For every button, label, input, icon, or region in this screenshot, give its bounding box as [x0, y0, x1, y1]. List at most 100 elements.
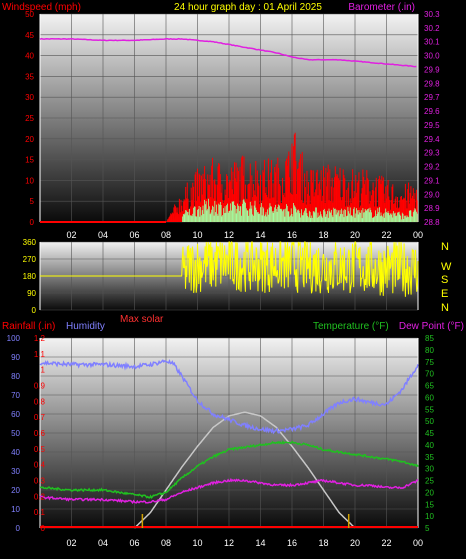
x-tick-label: 16 [287, 230, 297, 240]
humidity-line [39, 358, 419, 435]
baro-tick-label: 29.8 [424, 79, 440, 88]
x-tick-label: 14 [255, 538, 265, 548]
x-tick-label: 12 [224, 230, 234, 240]
direction-tick-label: 180 [23, 272, 37, 281]
humidity-tick-label: 90 [11, 353, 20, 362]
rain-tick-label: 1 [41, 366, 46, 375]
rain-tick-label: 1.1 [34, 350, 46, 359]
x-tick-label: 06 [129, 538, 139, 548]
rain-axis-label: Rainfall (.in) [2, 321, 55, 332]
dewpoint-line [39, 477, 418, 505]
baro-tick-label: 30.3 [424, 10, 440, 19]
temperature-tick-label: 35 [425, 453, 434, 462]
x-tick-label: 20 [350, 230, 360, 240]
x-tick-label: 12 [224, 538, 234, 548]
temperature-tick-label: 40 [425, 441, 434, 450]
temperature-tick-label: 60 [425, 393, 434, 402]
compass-n-bottom: N [441, 302, 449, 314]
rain-tick-label: 0.7 [34, 413, 46, 422]
temperature-tick-label: 70 [425, 370, 434, 379]
temperature-tick-label: 85 [425, 334, 434, 343]
wind-tick-label: 10 [25, 176, 34, 185]
baro-tick-label: 29.5 [424, 121, 440, 130]
baro-tick-label: 29.0 [424, 190, 440, 199]
x-tick-label: 06 [129, 230, 139, 240]
x-tick-label: 04 [98, 230, 108, 240]
baro-tick-label: 28.9 [424, 204, 440, 213]
max-solar-label: Max solar [120, 314, 164, 325]
humidity-tick-label: 80 [11, 372, 20, 381]
baro-tick-label: 30.0 [424, 52, 440, 61]
rain-tick-label: 0.1 [34, 508, 46, 517]
x-tick-label: 10 [192, 230, 202, 240]
humidity-tick-label: 70 [11, 391, 20, 400]
humidity-tick-label: 30 [11, 467, 20, 476]
direction-tick-label: 90 [27, 289, 36, 298]
direction-tick-label: 270 [23, 255, 37, 264]
x-tick-label: 14 [255, 230, 265, 240]
temperature-line [39, 439, 419, 499]
sunrise-sunset-marks [141, 514, 350, 528]
temperature-tick-label: 45 [425, 429, 434, 438]
compass-n-top: N [441, 241, 449, 253]
baro-tick-label: 29.9 [424, 65, 440, 74]
temperature-tick-label: 10 [425, 512, 434, 521]
rain-tick-label: 0.5 [34, 445, 46, 454]
wind-speed-series [40, 198, 418, 223]
axis-labels: 0510152025303540455028.828.929.029.129.2… [7, 10, 440, 548]
x-tick-label: 16 [287, 538, 297, 548]
x-tick-label: 08 [161, 230, 171, 240]
barometer-line [39, 37, 417, 68]
x-tick-label: 02 [66, 538, 76, 548]
rain-tick-label: 1.2 [34, 334, 46, 343]
baro-tick-label: 29.2 [424, 163, 440, 172]
temperature-tick-label: 80 [425, 346, 434, 355]
baro-tick-label: 29.1 [424, 176, 440, 185]
baro-tick-label: 29.6 [424, 107, 440, 116]
rain-tick-label: 0.8 [34, 397, 46, 406]
wind-tick-label: 25 [25, 114, 34, 123]
temperature-tick-label: 25 [425, 477, 434, 486]
wind-tick-label: 5 [30, 197, 35, 206]
x-tick-label: 22 [381, 230, 391, 240]
x-tick-label: 18 [318, 538, 328, 548]
direction-tick-label: 0 [32, 306, 37, 315]
rain-tick-label: 0.2 [34, 492, 46, 501]
baro-tick-label: 29.4 [424, 135, 440, 144]
humidity-tick-label: 0 [16, 524, 21, 533]
temperature-tick-label: 55 [425, 405, 434, 414]
baro-tick-label: 29.7 [424, 93, 440, 102]
wind-tick-label: 20 [25, 135, 34, 144]
bottom-grid [39, 337, 419, 529]
baro-tick-label: 28.8 [424, 218, 440, 227]
x-tick-label: 10 [192, 538, 202, 548]
wind-tick-label: 50 [25, 10, 34, 19]
compass-e: E [441, 288, 448, 300]
temperature-tick-label: 5 [425, 524, 430, 533]
humidity-tick-label: 50 [11, 429, 20, 438]
x-tick-label: 18 [318, 230, 328, 240]
wind-tick-label: 35 [25, 72, 34, 81]
baro-axis-label: Barometer (.in) [348, 2, 415, 13]
top-grid [39, 13, 419, 223]
wind-tick-label: 40 [25, 52, 34, 61]
humidity-tick-label: 40 [11, 448, 20, 457]
baro-tick-label: 30.2 [424, 24, 440, 33]
wind-axis-label: Windspeed (mph) [2, 2, 81, 13]
humidity-tick-label: 20 [11, 486, 20, 495]
baro-tick-label: 30.1 [424, 38, 440, 47]
x-tick-label: 04 [98, 538, 108, 548]
direction-tick-label: 360 [23, 238, 37, 247]
x-tick-label: 22 [381, 538, 391, 548]
wind-tick-label: 45 [25, 31, 34, 40]
compass-w: W [441, 261, 452, 273]
temperature-tick-label: 50 [425, 417, 434, 426]
temperature-tick-label: 30 [425, 465, 434, 474]
rain-tick-label: 0.3 [34, 477, 46, 486]
rain-tick-label: 0.4 [34, 461, 46, 470]
temperature-tick-label: 65 [425, 382, 434, 391]
dewpoint-axis-label: Dew Point (°F) [399, 321, 464, 332]
x-tick-label: 08 [161, 538, 171, 548]
humidity-axis-label: Humidity [66, 321, 105, 332]
